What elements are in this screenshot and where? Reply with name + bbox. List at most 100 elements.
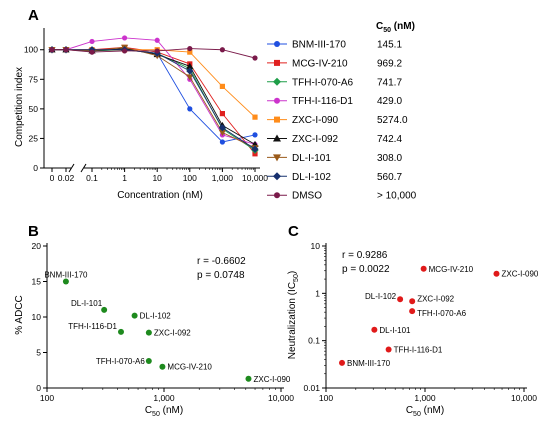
point-label-mcg-iv-210: MCG-IV-210 (429, 265, 474, 274)
legend-header: C50 (nM) (376, 21, 415, 34)
legend-swatch-marker (274, 192, 280, 199)
panel-b-ylabel: % ADCC (14, 295, 25, 334)
legend-item-mcg-iv-210: MCG-IV-210 969.2 (267, 58, 402, 69)
data-point-dmso (89, 49, 95, 55)
legend-c50-value: 5274.0 (377, 115, 408, 126)
legend-label: ZXC-I-090 (292, 115, 339, 126)
data-point-dl-i-101 (101, 306, 108, 313)
panel-c-x-tick-label: 100 (319, 393, 333, 403)
legend-label: BNM-III-170 (292, 40, 346, 51)
legend-c50-value: > 10,000 (377, 191, 417, 202)
legend-c50-value: 560.7 (377, 172, 402, 183)
legend-item-zxc-i-090: ZXC-I-090 5274.0 (267, 115, 408, 126)
point-label-bnm-iii-170: BNM-III-170 (347, 359, 391, 368)
series-dl-i-101 (48, 44, 259, 152)
panel-b-stat: r = -0.6602 (197, 256, 246, 267)
data-point-tfh-i-116-d1 (154, 37, 160, 43)
panel-b-y-tick-label: 0 (36, 383, 41, 393)
panel-a-x-tick-label: 100 (183, 173, 197, 183)
legend-swatch-marker (273, 172, 281, 181)
panel-a-xlabel: Concentration (nM) (117, 190, 203, 201)
point-label-zxc-i-090: ZXC-I-090 (501, 270, 538, 279)
data-point-zxc-i-090 (493, 270, 500, 277)
legend-header-unit: (nM) (391, 21, 415, 32)
data-point-dl-i-102 (131, 312, 138, 319)
series-mcg-iv-210 (49, 44, 258, 157)
legend-label: TFH-I-116-D1 (292, 96, 353, 107)
legend-swatch-marker (273, 154, 281, 162)
legend-item-dmso: DMSO > 10,000 (267, 191, 417, 202)
data-point-dl-i-101 (218, 129, 226, 137)
panel-c-label: C (288, 223, 299, 240)
legend-c50-value: 429.0 (377, 96, 402, 107)
series-line-dl-i-101 (52, 46, 256, 149)
panel-b-xlabel-unit: (nM) (160, 405, 183, 416)
data-point-dmso (219, 47, 225, 53)
panel-c-x-tick-label: 1,000 (414, 393, 436, 403)
panel-b-xlabel-sub: 50 (152, 411, 160, 418)
data-point-tfh-i-116-d1 (122, 35, 128, 41)
point-label-tfh-i-070-a6: TFH-I-070-A6 (96, 357, 145, 366)
data-point-dmso (122, 48, 128, 54)
panel-a-x-tick-label: 0.1 (86, 173, 98, 183)
data-point-dmso (252, 55, 258, 61)
data-point-dmso (63, 47, 69, 53)
legend-swatch-marker (273, 134, 281, 142)
panel-b-y-tick-label: 10 (32, 312, 42, 322)
data-point-dl-i-101 (186, 74, 194, 81)
series-line-dmso (52, 48, 256, 59)
panel-c-ylabel-sub: 50 (293, 274, 300, 282)
data-point-dl-i-102 (251, 145, 259, 153)
data-point-mcg-iv-210 (219, 111, 225, 117)
point-label-zxc-i-092: ZXC-I-092 (154, 329, 191, 338)
point-label-dl-i-102: DL-I-102 (365, 292, 397, 301)
panel-a-x-tick-label: 0.02 (58, 173, 75, 183)
legend-label: DMSO (292, 191, 322, 202)
panel-c-ylabel-main: Neutralization (IC (287, 282, 298, 359)
panel-b-x-tick-label: 1,000 (153, 393, 175, 403)
panel-b-y-tick-label: 5 (36, 348, 41, 358)
legend-item-bnm-iii-170: BNM-III-170 145.1 (267, 40, 402, 51)
panel-c-y-tick-label: 1 (315, 288, 320, 298)
panel-a-y-tick-label: 25 (29, 133, 39, 143)
panel-a-x-tick-label: 1,000 (212, 173, 234, 183)
panel-b-plot: 0 5 10 15 20 100 1,000 10,000 BNM-III-170 DL-I-10… (32, 241, 295, 403)
data-point-bnm-iii-170 (219, 139, 225, 145)
data-point-bnm-iii-170 (339, 359, 346, 366)
data-point-dmso (187, 45, 193, 52)
panel-c-stat: r = 0.9286 (342, 250, 388, 261)
legend-swatch-marker (273, 77, 281, 86)
point-label-zxc-i-092: ZXC-I-092 (417, 294, 454, 303)
legend-swatch-marker (274, 59, 280, 66)
point-label-bnm-iii-170: BNM-III-170 (44, 271, 88, 280)
legend-header-sub: 50 (383, 27, 391, 34)
data-point-dmso (49, 47, 55, 53)
data-point-zxc-i-092 (186, 62, 194, 69)
data-point-tfh-i-116-d1 (89, 38, 95, 45)
point-label-dl-i-102: DL-I-102 (140, 312, 172, 321)
data-point-dl-i-102 (218, 124, 226, 132)
data-point-zxc-i-092 (145, 329, 152, 336)
legend-swatch-marker (274, 41, 280, 47)
data-point-zxc-i-090 (219, 83, 225, 89)
legend-c50-value: 308.0 (377, 153, 402, 164)
data-point-bnm-iii-170 (252, 132, 258, 138)
panel-c-ylabel-end: ) (287, 271, 298, 274)
data-point-mcg-iv-210 (420, 265, 427, 272)
panel-a-x-axis-break (68, 163, 75, 173)
panel-a-x-tick-label: 0 (50, 173, 55, 183)
panel-c-y-tick-label: 10 (311, 241, 321, 251)
series-tfh-i-070-a6 (48, 46, 259, 154)
panel-a-x-tick-label: 1 (122, 173, 127, 183)
data-point-tfh-i-116-d1 (385, 346, 392, 353)
data-point-zxc-i-090 (245, 375, 252, 382)
series-line-zxc-i-090 (52, 49, 256, 118)
data-point-bnm-iii-170 (187, 106, 193, 112)
data-point-zxc-i-090 (187, 49, 193, 55)
legend-c50-value: 969.2 (377, 58, 402, 69)
point-label-zxc-i-090: ZXC-I-090 (253, 375, 290, 384)
point-label-dl-i-101: DL-I-101 (379, 326, 411, 335)
point-label-tfh-i-070-a6: TFH-I-070-A6 (417, 309, 466, 318)
